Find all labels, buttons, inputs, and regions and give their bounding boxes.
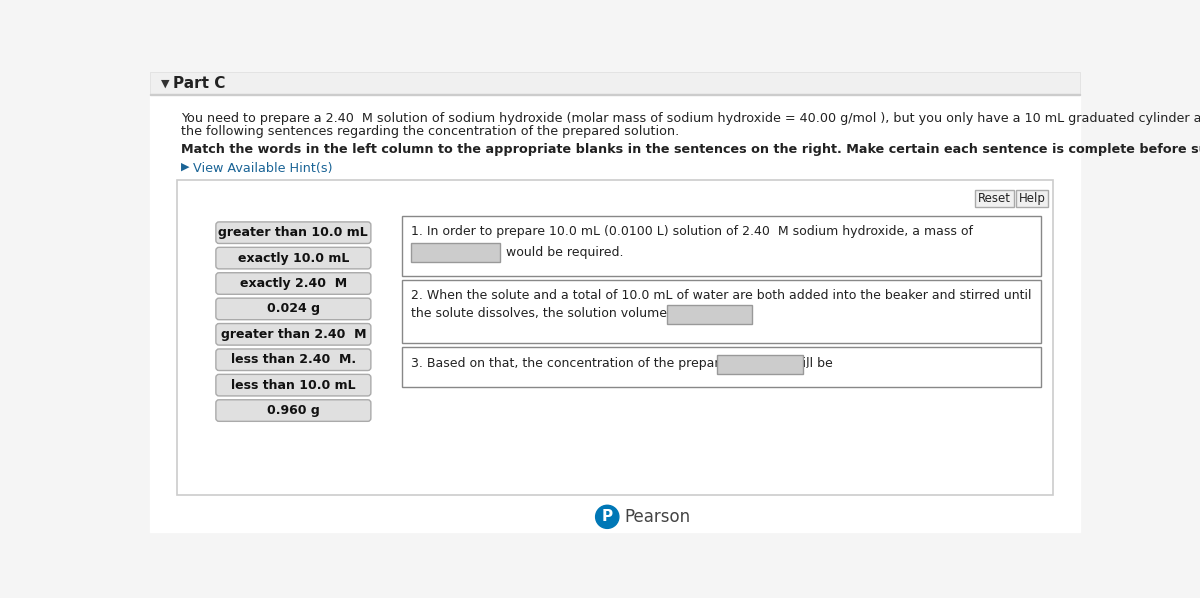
FancyBboxPatch shape [216,248,371,269]
Text: exactly 2.40  M: exactly 2.40 M [240,277,347,290]
Text: would be required.: would be required. [506,246,624,259]
Bar [412,243,500,262]
Text: Part C: Part C [173,76,226,91]
Circle shape [595,505,619,529]
Text: Help: Help [1019,193,1045,205]
Bar [718,355,803,374]
FancyBboxPatch shape [216,222,371,243]
Text: the solute dissolves, the solution volume will be: the solute dissolves, the solution volum… [412,307,712,321]
FancyBboxPatch shape [216,374,371,396]
Bar [150,72,1080,95]
Text: .: . [805,358,809,371]
FancyBboxPatch shape [216,349,371,371]
FancyBboxPatch shape [216,324,371,345]
Text: less than 2.40  M.: less than 2.40 M. [230,353,356,366]
Bar [178,179,1052,495]
Text: P: P [601,509,613,524]
Bar [976,190,1014,208]
Text: 2. When the solute and a total of 10.0 mL of water are both added into the beake: 2. When the solute and a total of 10.0 m… [412,289,1032,302]
Text: ▶: ▶ [181,162,190,172]
Bar [667,305,752,324]
Text: greater than 10.0 mL: greater than 10.0 mL [218,226,368,239]
Text: 0.024 g: 0.024 g [266,303,320,315]
Text: exactly 10.0 mL: exactly 10.0 mL [238,252,349,264]
FancyBboxPatch shape [216,273,371,294]
Text: Pearson: Pearson [624,508,690,526]
Text: 3. Based on that, the concentration of the prepared solution will be: 3. Based on that, the concentration of t… [412,358,833,370]
Bar [150,94,1080,95]
Text: less than 10.0 mL: less than 10.0 mL [232,379,355,392]
FancyBboxPatch shape [216,400,371,422]
FancyBboxPatch shape [216,298,371,320]
Text: greater than 2.40  M: greater than 2.40 M [221,328,366,341]
Text: Match the words in the left column to the appropriate blanks in the sentences on: Match the words in the left column to th… [181,144,1200,156]
Text: View Available Hint(s): View Available Hint(s) [193,162,332,175]
Text: You need to prepare a 2.40  M solution of sodium hydroxide (molar mass of sodium: You need to prepare a 2.40 M solution of… [181,112,1200,125]
Text: 1. In order to prepare 10.0 mL (0.0100 L) solution of 2.40  M sodium hydroxide, : 1. In order to prepare 10.0 mL (0.0100 L… [412,225,973,238]
Bar [402,280,1042,343]
Text: 0.960 g: 0.960 g [266,404,319,417]
Bar [402,347,1042,387]
Text: Reset: Reset [978,193,1012,205]
Bar [402,216,1042,276]
Text: the following sentences regarding the concentration of the prepared solution.: the following sentences regarding the co… [181,125,679,138]
Text: ▼: ▼ [161,78,169,89]
Bar [1015,190,1049,208]
